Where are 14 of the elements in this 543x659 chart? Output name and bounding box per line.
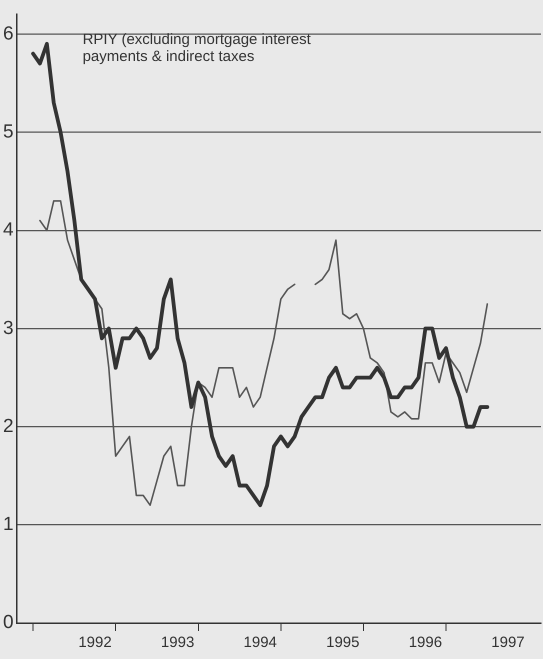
annotation: RPIY (excluding mortgage interest payments & indirect taxes xyxy=(82,31,312,66)
y-tick-label: 3 xyxy=(2,318,14,339)
y-tick-label: 5 xyxy=(2,121,14,142)
y-tick-label: 6 xyxy=(2,23,14,44)
x-tick-label: 1996 xyxy=(408,634,442,652)
y-tick-label: 2 xyxy=(2,416,14,437)
y-tick-label: 1 xyxy=(2,514,14,536)
y-tick-label: 4 xyxy=(2,220,14,241)
y-tick-label: 0 xyxy=(2,612,14,634)
x-tick-label: 1995 xyxy=(326,634,360,652)
x-tick-label: 1992 xyxy=(78,634,112,652)
x-tick-label: 1994 xyxy=(244,634,277,652)
x-tick-label: 1993 xyxy=(160,634,194,652)
x-tick-label: 1997 xyxy=(491,634,525,652)
